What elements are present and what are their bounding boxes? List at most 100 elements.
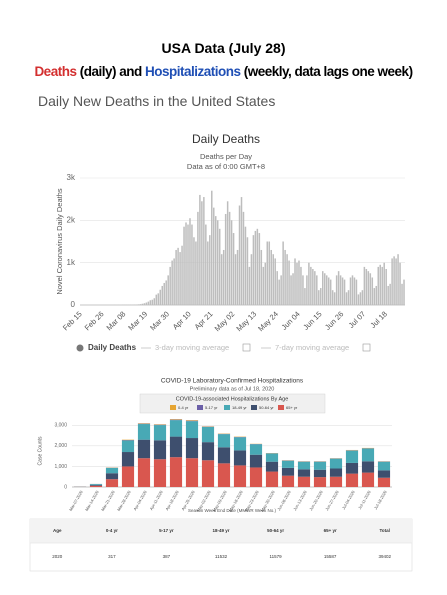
bar-segment <box>345 473 359 487</box>
x-tick-label: Apr-11-2020 <box>148 489 164 511</box>
page-subtitle: Deaths (daily) and Hospitalizations (wee… <box>0 64 447 79</box>
bar <box>298 260 300 305</box>
bar-segment <box>345 450 359 463</box>
bar-segment <box>313 477 327 487</box>
bar <box>246 237 249 305</box>
x-tick-label: Jun-06-2020 <box>276 489 292 512</box>
bar <box>351 275 354 305</box>
bar <box>203 197 205 305</box>
bar <box>302 275 304 305</box>
x-tick-label: Mar-14-2020 <box>84 489 100 512</box>
bar-segment <box>217 447 231 464</box>
bar <box>347 290 350 305</box>
bar <box>145 302 148 305</box>
bar-segment <box>169 420 183 437</box>
bar <box>155 294 158 305</box>
bar-segment <box>377 470 391 478</box>
bar-segment <box>153 425 167 441</box>
table-header-cell: Age <box>53 528 62 533</box>
bar <box>159 289 162 305</box>
table-cell: 387 <box>163 554 171 559</box>
x-tick-label: Jun-20-2020 <box>308 489 324 512</box>
bar <box>379 264 381 305</box>
x-axis-label: Season Week End Date (MMWR Week No.) <box>188 508 277 513</box>
legend-marker <box>76 344 84 352</box>
bar-segment <box>297 461 311 470</box>
bar <box>381 266 383 305</box>
legend-label: 5-17 yr <box>205 405 218 410</box>
legend-label: 18-49 yr <box>232 405 247 410</box>
bar <box>375 285 378 305</box>
bar <box>341 277 344 305</box>
bar <box>363 266 366 305</box>
bar-segment <box>297 476 311 487</box>
bar <box>282 241 284 305</box>
x-tick-label: Mar 19 <box>126 309 149 332</box>
bar <box>314 271 316 305</box>
bar-segment <box>169 457 183 487</box>
x-tick-label: Jun-13-2020 <box>292 489 308 512</box>
bar-segment <box>377 477 391 487</box>
legend-swatch <box>197 405 203 410</box>
bar <box>276 271 278 305</box>
bar-segment <box>89 484 103 486</box>
bar <box>258 233 261 305</box>
bar <box>211 190 213 305</box>
bar <box>274 258 276 305</box>
bar <box>230 220 233 305</box>
x-tick-label: Feb 15 <box>61 309 84 332</box>
bar <box>242 211 245 305</box>
bar <box>312 269 314 305</box>
legend-label: 65+ yr <box>286 405 298 410</box>
x-tick-label: May 02 <box>213 309 237 333</box>
section-title: Daily New Deaths in the United States <box>38 93 276 109</box>
legend-checkbox <box>242 343 251 352</box>
x-tick-label: Jun 15 <box>301 309 323 331</box>
page-title: USA Data (July 28) <box>161 40 286 56</box>
bar <box>266 241 269 305</box>
x-tick-label: Mar-21-2020 <box>100 489 116 512</box>
legend-label: Daily Deaths <box>88 343 137 352</box>
y-tick-label: 1,000 <box>54 464 67 470</box>
table-cell: 39402 <box>378 554 391 559</box>
bar-segment <box>361 448 375 462</box>
bar <box>383 262 385 305</box>
bar <box>264 262 267 305</box>
bar <box>147 301 150 305</box>
legend-label: 7-day moving average <box>275 343 349 352</box>
legend-label: 50-64 yr <box>259 405 274 410</box>
bar <box>284 249 286 305</box>
bar <box>197 211 199 305</box>
bar <box>167 275 169 305</box>
bar-segment <box>121 466 135 487</box>
bar-segment <box>185 438 199 459</box>
bar-segment <box>249 454 263 468</box>
bar <box>349 277 352 305</box>
bar <box>250 254 253 305</box>
bar <box>209 235 211 305</box>
bar <box>137 304 140 305</box>
table-header-cell: 0-4 yr <box>106 528 118 533</box>
y-tick-label: 0 <box>71 300 76 309</box>
bar <box>353 277 356 305</box>
bar-segment <box>153 459 167 487</box>
bar <box>135 304 138 305</box>
bar <box>280 275 282 305</box>
bar-segment <box>153 440 167 460</box>
bar <box>143 303 146 305</box>
legend-swatch <box>224 405 230 410</box>
bar <box>228 211 231 305</box>
bar <box>290 275 292 305</box>
bar <box>244 226 247 305</box>
bar-segment <box>233 465 247 487</box>
bar <box>361 290 364 305</box>
table-cell: 11579 <box>269 554 282 559</box>
bar-segment <box>345 462 359 474</box>
bar-segment <box>121 452 135 467</box>
bar-segment <box>169 419 183 421</box>
bar <box>327 277 330 305</box>
bar-segment <box>233 437 247 451</box>
bar <box>205 224 207 305</box>
bar <box>268 241 271 305</box>
